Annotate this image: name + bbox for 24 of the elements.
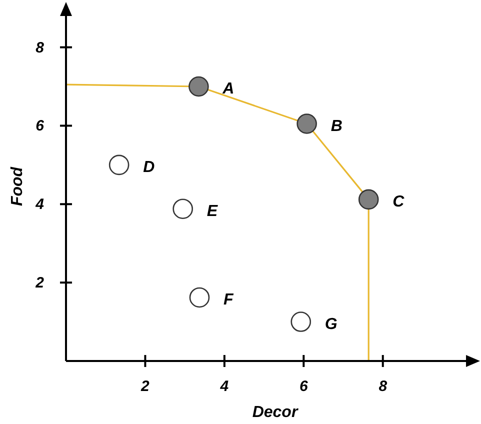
- x-axis-title: Decor: [252, 404, 298, 421]
- annotation: B: [330, 118, 342, 135]
- annotation: F: [223, 291, 234, 308]
- x-tick-label: 6: [299, 378, 308, 395]
- point: [290, 312, 312, 332]
- y-tick-label: 6: [36, 118, 45, 135]
- x-tick-label: 8: [378, 378, 388, 395]
- point: [189, 287, 210, 308]
- x-tick-label: 4: [219, 378, 230, 395]
- y-tick-label: 8: [36, 39, 45, 56]
- annotation: E: [206, 202, 219, 220]
- annotation: G: [324, 316, 338, 333]
- y-axis-title: Food: [9, 166, 26, 206]
- point: [296, 114, 317, 134]
- point: [172, 198, 193, 219]
- x-tick-label: 2: [140, 378, 150, 395]
- annotation: C: [392, 193, 405, 210]
- point: [108, 154, 130, 176]
- annotation: D: [143, 158, 156, 176]
- y-tick-label: 2: [34, 274, 45, 292]
- point: [358, 189, 379, 210]
- y-tick-label: 4: [34, 196, 45, 214]
- annotation: A: [222, 80, 234, 98]
- point: [188, 76, 209, 97]
